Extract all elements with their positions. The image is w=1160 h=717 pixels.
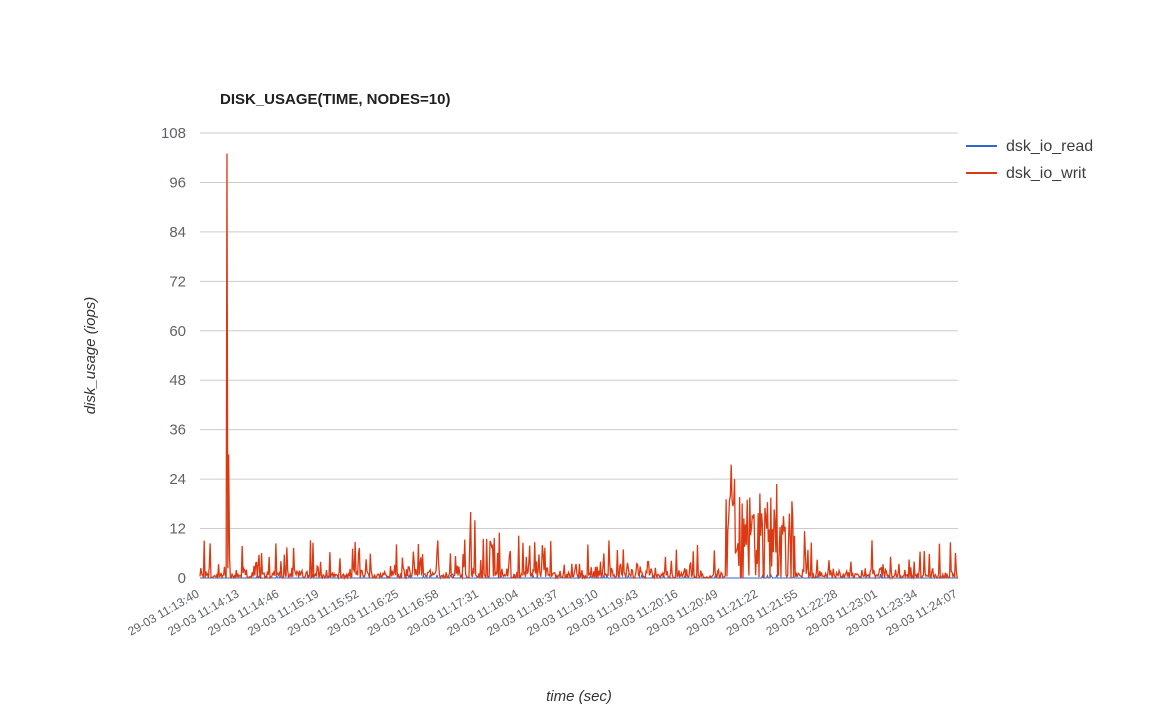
svg-text:dsk_io_writ: dsk_io_writ	[1006, 165, 1087, 182]
svg-text:12: 12	[169, 521, 186, 538]
svg-text:72: 72	[169, 273, 186, 290]
svg-text:96: 96	[169, 174, 186, 191]
svg-text:24: 24	[169, 471, 186, 488]
svg-text:48: 48	[169, 372, 186, 389]
svg-text:84: 84	[169, 224, 186, 241]
svg-text:0: 0	[178, 570, 186, 587]
svg-text:60: 60	[169, 323, 186, 340]
svg-text:dsk_io_read: dsk_io_read	[1006, 138, 1093, 155]
svg-text:36: 36	[169, 422, 186, 439]
svg-text:DISK_USAGE(TIME, NODES=10): DISK_USAGE(TIME, NODES=10)	[220, 91, 450, 108]
svg-text:108: 108	[161, 125, 186, 142]
svg-text:disk_usage (iops): disk_usage (iops)	[82, 297, 99, 415]
svg-text:time (sec): time (sec)	[546, 688, 612, 705]
